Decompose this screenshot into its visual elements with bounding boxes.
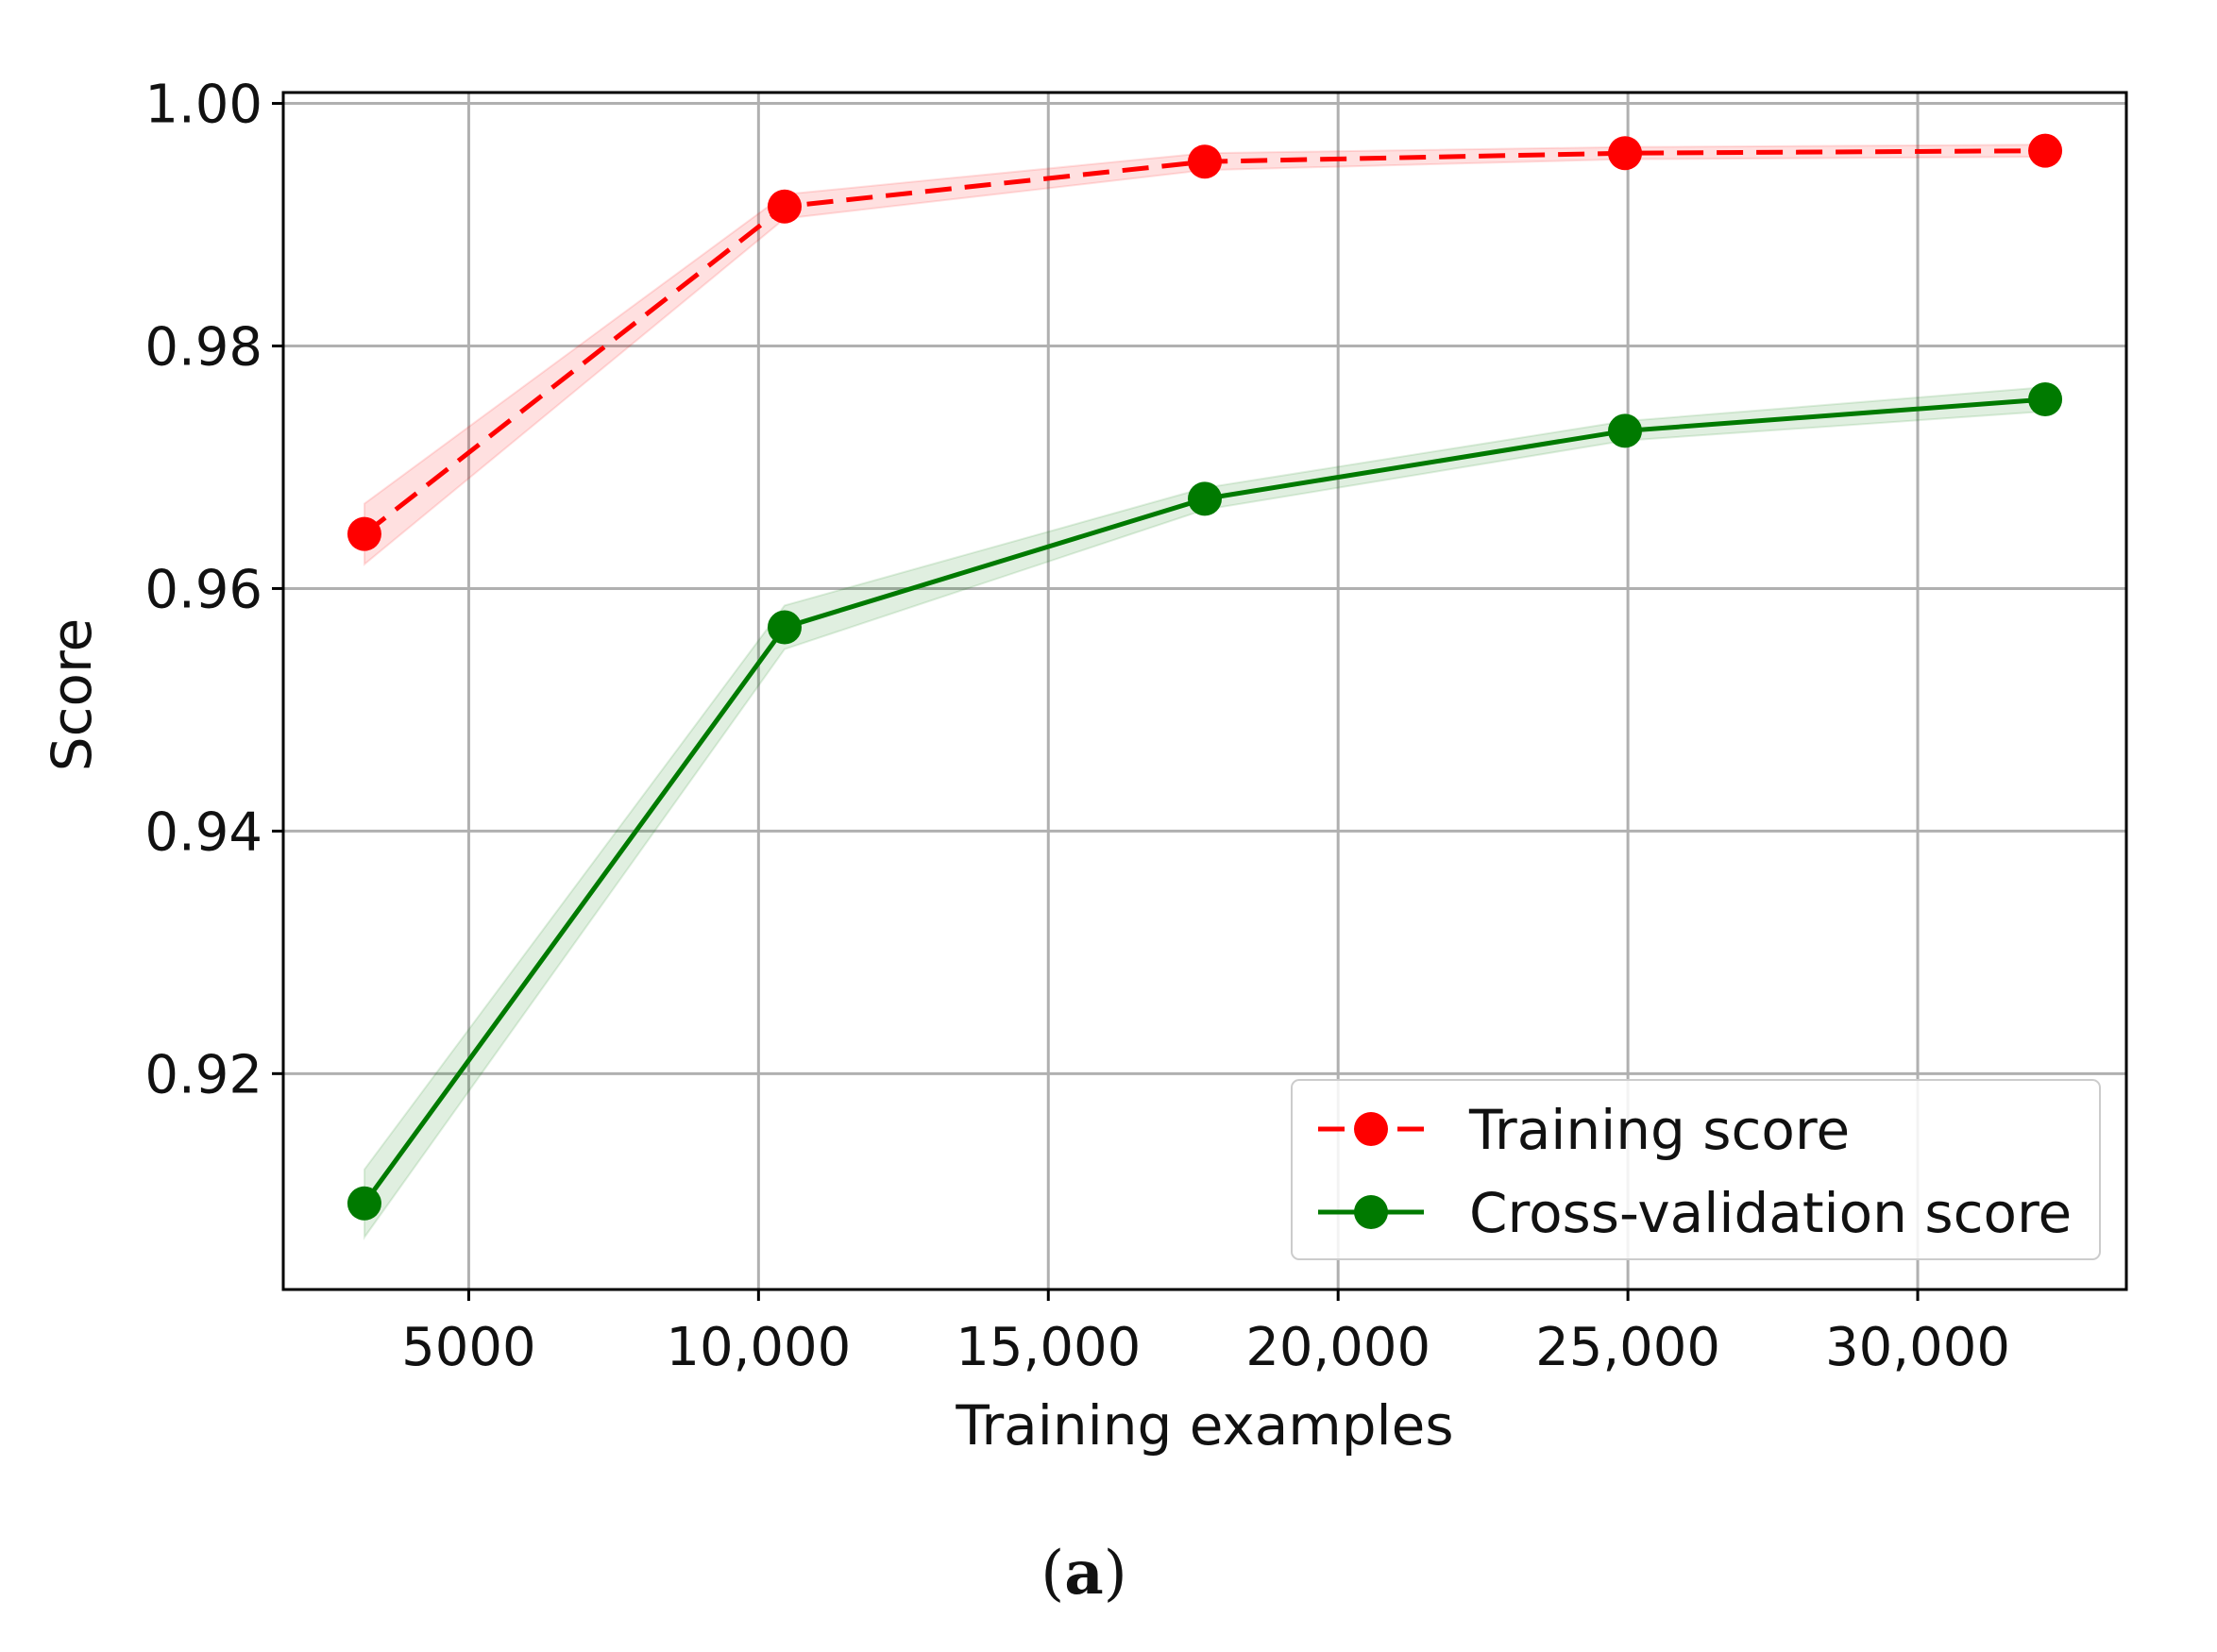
training-score-point xyxy=(1188,144,1222,179)
caption-open-paren: ( xyxy=(1041,1539,1064,1609)
caption-letter: a xyxy=(1064,1538,1103,1609)
figure-caption: (a) xyxy=(1041,1538,1126,1609)
x-tick-label: 15,000 xyxy=(956,1317,1141,1378)
x-axis-label: Training examples xyxy=(955,1393,1453,1458)
x-tick-label: 5000 xyxy=(401,1317,536,1378)
axis-ticks: 5000 10,000 15,000 20,000 25,000 30,000 0.92 0.… xyxy=(144,75,2010,1378)
caption-close-paren: ) xyxy=(1104,1539,1127,1609)
training-score-point xyxy=(2028,133,2063,168)
cross-validation-score-point xyxy=(1188,481,1222,516)
y-tick-label: 0.96 xyxy=(144,559,262,620)
cross-validation-score-point xyxy=(1608,413,1643,448)
training-score-point xyxy=(347,516,381,551)
cross-validation-score-point xyxy=(767,610,802,645)
y-axis-label: Score xyxy=(40,618,104,771)
x-tick-label: 20,000 xyxy=(1245,1317,1430,1378)
legend-training-marker xyxy=(1354,1112,1388,1146)
cross-validation-score-point xyxy=(2028,382,2063,417)
y-tick-label: 0.92 xyxy=(144,1044,262,1105)
y-tick-label: 0.94 xyxy=(144,801,262,863)
x-tick-label: 30,000 xyxy=(1825,1317,2010,1378)
x-tick-label: 10,000 xyxy=(666,1317,851,1378)
legend-cv-label: Cross-validation score xyxy=(1469,1181,2072,1245)
cross-validation-score-point xyxy=(347,1186,381,1221)
legend-training-label: Training score xyxy=(1468,1098,1850,1162)
y-tick-label: 1.00 xyxy=(144,75,262,136)
grid-lines xyxy=(283,93,2126,1290)
x-tick-label: 25,000 xyxy=(1535,1317,1720,1378)
legend-cv-marker xyxy=(1354,1195,1388,1229)
y-tick-label: 0.98 xyxy=(144,317,262,379)
training-score-point xyxy=(1608,136,1643,171)
legend-box xyxy=(1291,1079,2101,1260)
legend: Training score Cross-validation score xyxy=(1291,1079,2101,1260)
training-score-point xyxy=(767,189,802,224)
series-markers xyxy=(347,133,2063,1221)
plot-frame xyxy=(281,91,2128,1291)
